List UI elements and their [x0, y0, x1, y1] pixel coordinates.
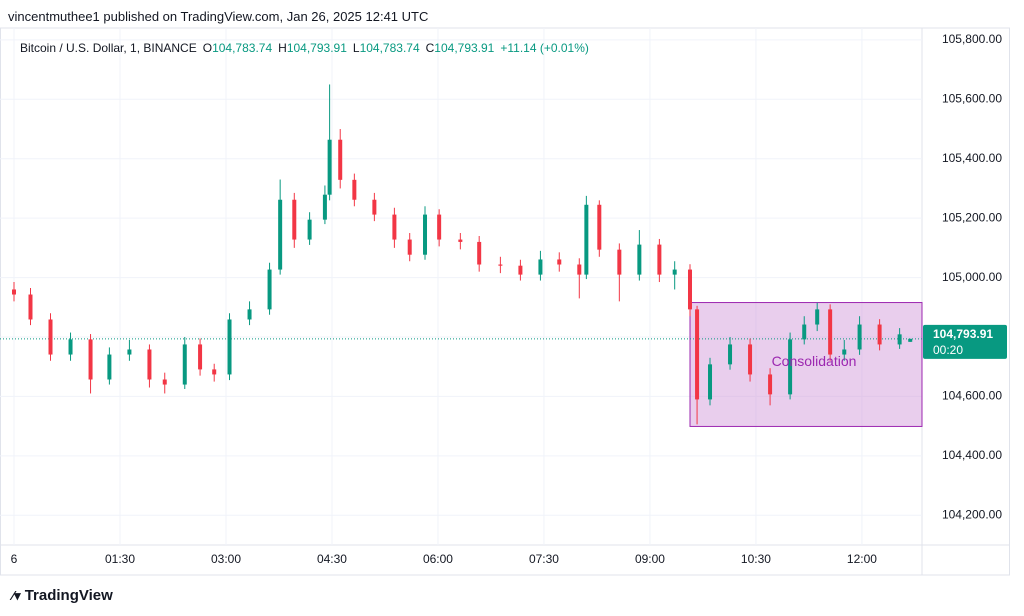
x-tick-label: 03:00 — [211, 552, 241, 566]
candle-body — [557, 259, 562, 265]
candle-body — [107, 354, 112, 380]
chart: 104,200.00104,400.00104,600.00104,800.00… — [0, 27, 1010, 576]
ohlc-key: C — [425, 41, 435, 55]
candle-body — [278, 199, 283, 270]
candle-body — [498, 264, 503, 266]
candle-body — [212, 369, 217, 375]
candle-body — [68, 339, 73, 355]
candle-body — [802, 324, 807, 340]
candle-body — [748, 344, 753, 375]
candle-body — [407, 239, 412, 255]
symbol: Bitcoin / U.S. Dollar, 1, BINANCE — [20, 41, 197, 55]
candle-body — [728, 344, 733, 365]
logo: ⁄▾ — [12, 588, 21, 603]
candle-body — [182, 344, 187, 385]
x-tick-label: 12:00 — [847, 552, 877, 566]
y-tick-label: 104,400.00 — [942, 448, 1002, 462]
x-tick-label: 6 — [11, 552, 18, 566]
candle-body — [584, 204, 589, 275]
ohlc-value: 104,783.74 — [212, 41, 273, 55]
candle-body — [672, 269, 677, 275]
ohlc-key: O — [202, 41, 213, 55]
candle-body — [12, 289, 16, 295]
candle-body — [477, 241, 482, 265]
candle-body — [842, 349, 847, 355]
brand: ⁄▾ TradingView — [12, 587, 113, 604]
legend: Bitcoin / U.S. Dollar, 1, BINANCE O104,78… — [20, 41, 595, 55]
candle-body — [857, 324, 862, 350]
x-tick-label: 10:30 — [741, 552, 771, 566]
candle-body — [708, 364, 713, 400]
price-tag-value: 104,793.91 — [933, 327, 993, 341]
y-tick-label: 105,200.00 — [942, 210, 1002, 224]
y-tick-label: 105,000.00 — [942, 270, 1002, 284]
annotation-label: Consolidation — [772, 353, 857, 369]
candle-body — [267, 269, 272, 310]
candle-body — [768, 374, 773, 395]
candle-body — [247, 309, 252, 320]
change: +11.14 (+0.01%) — [500, 41, 589, 55]
y-tick-label: 105,600.00 — [942, 91, 1002, 105]
candle-body — [788, 339, 793, 395]
candle-body — [687, 269, 692, 310]
candle-body — [322, 194, 327, 220]
candle-body — [597, 204, 602, 250]
candle-body — [657, 244, 662, 275]
annotation-box — [689, 302, 923, 427]
candle-body — [147, 349, 152, 380]
candle-body — [695, 309, 700, 400]
candle-body — [538, 259, 543, 275]
ohlc-value: 104,793.91 — [434, 41, 495, 55]
ohlc-value: 104,783.74 — [359, 41, 420, 55]
candle-body — [423, 214, 428, 255]
candle-body — [127, 349, 132, 355]
candle-body — [307, 219, 312, 240]
axis-frame — [0, 27, 1010, 576]
candle-body — [48, 319, 53, 355]
candle-body — [372, 199, 377, 215]
brand-text: TradingView — [24, 587, 113, 604]
candle-body — [577, 264, 582, 275]
candle-body — [828, 309, 833, 355]
candle-body — [637, 244, 642, 275]
x-tick-label: 06:00 — [423, 552, 453, 566]
candle-body — [908, 338, 913, 342]
price-tag-countdown: 00:20 — [933, 343, 963, 357]
price-tag — [923, 324, 1007, 359]
candle-body — [392, 214, 397, 240]
candle-body — [327, 139, 332, 195]
ohlc-value: 104,793.91 — [286, 41, 347, 55]
candle-body — [897, 334, 902, 345]
y-tick-label: 104,600.00 — [942, 389, 1002, 403]
y-tick-label: 105,800.00 — [942, 32, 1002, 46]
candle-body — [815, 309, 820, 325]
ohlc-key: H — [278, 41, 287, 55]
candle-body — [352, 179, 357, 200]
candle-body — [88, 339, 93, 380]
candle-body — [458, 239, 463, 242]
candle-body — [617, 249, 622, 275]
candle-body — [437, 214, 442, 240]
ohlc-key: L — [352, 41, 360, 55]
x-tick-label: 04:30 — [317, 552, 347, 566]
x-tick-label: 01:30 — [105, 552, 135, 566]
candle-body — [28, 294, 33, 320]
x-tick-label: 07:30 — [529, 552, 559, 566]
y-tick-label: 104,200.00 — [942, 507, 1002, 521]
candle-body — [162, 379, 167, 385]
y-tick-label: 105,400.00 — [942, 151, 1002, 165]
candle-body — [877, 324, 882, 345]
candle-body — [198, 344, 203, 370]
publisher: vincentmuthee1 published on TradingView.… — [8, 9, 429, 24]
candle-body — [338, 139, 343, 180]
candle-body — [227, 319, 232, 375]
candle-body — [292, 199, 297, 240]
candle-body — [518, 265, 523, 275]
x-tick-label: 09:00 — [635, 552, 665, 566]
